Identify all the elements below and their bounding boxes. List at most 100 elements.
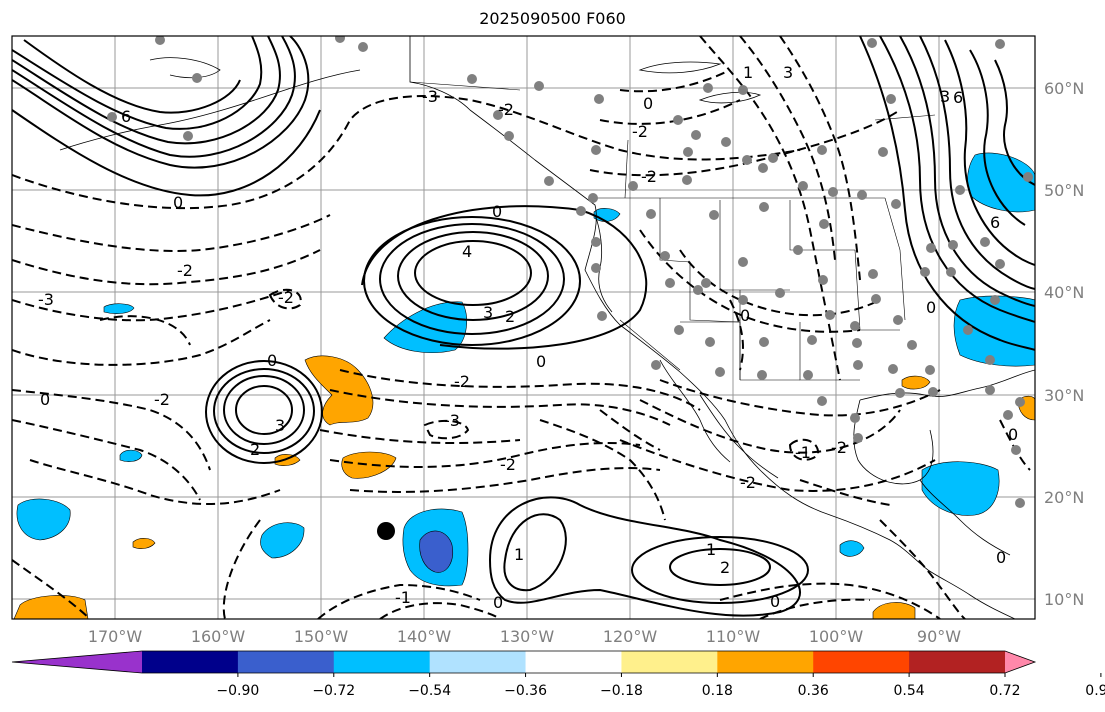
solid-contours bbox=[12, 36, 1035, 617]
negative-region bbox=[103, 303, 135, 314]
svg-text:1: 1 bbox=[743, 63, 753, 82]
svg-text:-2: -2 bbox=[454, 372, 470, 391]
colorbar-tick-label: −0.90 bbox=[216, 683, 259, 699]
negative-region bbox=[419, 530, 453, 573]
svg-text:0: 0 bbox=[996, 548, 1006, 567]
negative-region bbox=[839, 540, 865, 557]
colorbar-tick-label: 0.72 bbox=[989, 683, 1020, 699]
negative-region bbox=[16, 498, 71, 541]
svg-text:3: 3 bbox=[483, 303, 493, 322]
plot-frame bbox=[12, 36, 1035, 619]
svg-text:6: 6 bbox=[121, 107, 131, 126]
longitude-labels: 170°W 160°W 150°W 140°W 130°W 120°W 110°… bbox=[88, 627, 961, 646]
svg-text:-3: -3 bbox=[38, 290, 54, 309]
colorbar-tick-label: 0.18 bbox=[702, 683, 733, 699]
svg-text:-2: -2 bbox=[740, 473, 756, 492]
svg-text:6: 6 bbox=[953, 88, 963, 107]
colorbar-tick-label: 0.54 bbox=[894, 683, 925, 699]
negative-region bbox=[260, 522, 305, 559]
colorbar-tick-label: −0.18 bbox=[600, 683, 643, 699]
svg-text:150°W: 150°W bbox=[294, 627, 349, 646]
shaded-regions bbox=[13, 152, 1035, 619]
svg-text:-2: -2 bbox=[632, 122, 648, 141]
svg-text:0: 0 bbox=[536, 352, 546, 371]
svg-text:0: 0 bbox=[740, 306, 750, 325]
svg-text:-3: -3 bbox=[422, 87, 438, 106]
colorbar-tick-label: 0.90 bbox=[1085, 683, 1105, 699]
colorbar-tick-label: 0.36 bbox=[798, 683, 829, 699]
svg-text:-2: -2 bbox=[278, 288, 294, 307]
svg-text:-2: -2 bbox=[500, 455, 516, 474]
svg-text:3: 3 bbox=[275, 416, 285, 435]
colorbar-tick-label: −0.36 bbox=[504, 683, 547, 699]
colorbar-segment bbox=[525, 651, 622, 673]
contour-labels: 0 4 3 2 0 0 3 2 -2 -3 -2 -3 0 -2 6 0 2 1… bbox=[38, 63, 1018, 612]
svg-text:0: 0 bbox=[770, 592, 780, 611]
svg-text:-1: -1 bbox=[395, 588, 411, 607]
svg-text:90°W: 90°W bbox=[917, 627, 961, 646]
colorbar-tick-label: −0.72 bbox=[312, 683, 355, 699]
svg-text:3: 3 bbox=[940, 87, 950, 106]
svg-text:160°W: 160°W bbox=[191, 627, 246, 646]
svg-text:30°N: 30°N bbox=[1044, 386, 1084, 405]
svg-text:40°N: 40°N bbox=[1044, 283, 1084, 302]
svg-text:0: 0 bbox=[926, 298, 936, 317]
colorbar-segment bbox=[717, 651, 814, 673]
svg-text:0: 0 bbox=[493, 593, 503, 612]
plot-border bbox=[11, 35, 1036, 620]
station-markers bbox=[107, 36, 1033, 508]
svg-text:-1: -1 bbox=[795, 443, 811, 462]
colorbar-segment bbox=[333, 651, 431, 673]
colorbar-tick-label: −0.54 bbox=[408, 683, 451, 699]
svg-text:-2: -2 bbox=[154, 390, 170, 409]
positive-region bbox=[274, 454, 301, 466]
colorbar-segment bbox=[142, 651, 239, 673]
latitude-labels: 60°N 50°N 40°N 30°N 20°N 10°N bbox=[1044, 79, 1084, 609]
svg-text:4: 4 bbox=[462, 242, 472, 261]
svg-text:1: 1 bbox=[514, 545, 524, 564]
svg-text:170°W: 170°W bbox=[88, 627, 143, 646]
colorbar-extend-max bbox=[1005, 651, 1035, 673]
svg-text:140°W: 140°W bbox=[397, 627, 452, 646]
svg-text:0: 0 bbox=[492, 202, 502, 221]
positive-region bbox=[872, 602, 916, 619]
svg-text:0: 0 bbox=[40, 390, 50, 409]
colorbar-segment bbox=[621, 651, 718, 673]
svg-text:10°N: 10°N bbox=[1044, 590, 1084, 609]
svg-text:-2: -2 bbox=[641, 167, 657, 186]
negative-region bbox=[119, 449, 143, 462]
negative-region bbox=[921, 461, 1000, 516]
svg-text:110°W: 110°W bbox=[706, 627, 761, 646]
svg-text:0: 0 bbox=[267, 351, 277, 370]
positive-region bbox=[341, 451, 397, 479]
colorbar-segment bbox=[237, 651, 335, 673]
colorbar-segment bbox=[429, 651, 527, 673]
positive-region bbox=[132, 538, 156, 549]
svg-text:0: 0 bbox=[173, 193, 183, 212]
svg-text:-2: -2 bbox=[498, 100, 514, 119]
svg-text:6: 6 bbox=[990, 213, 1000, 232]
colorbar-extend-min bbox=[12, 651, 142, 673]
svg-text:-2: -2 bbox=[831, 438, 847, 457]
svg-text:2: 2 bbox=[250, 440, 260, 459]
colorbar: −0.90 −0.72 −0.54 −0.36 −0.18 0.18 0.36 0.54 0.7… bbox=[11, 650, 1105, 699]
svg-text:2: 2 bbox=[720, 558, 730, 577]
storm-center-marker bbox=[377, 522, 395, 540]
positive-region bbox=[901, 375, 931, 390]
svg-text:130°W: 130°W bbox=[500, 627, 555, 646]
colorbar-segment bbox=[909, 651, 1006, 673]
svg-text:20°N: 20°N bbox=[1044, 488, 1084, 507]
svg-text:50°N: 50°N bbox=[1044, 181, 1084, 200]
svg-text:120°W: 120°W bbox=[603, 627, 658, 646]
svg-text:1: 1 bbox=[706, 540, 716, 559]
svg-text:-3: -3 bbox=[444, 411, 460, 430]
colorbar-segment bbox=[813, 651, 910, 673]
svg-text:2: 2 bbox=[505, 307, 515, 326]
svg-text:3: 3 bbox=[783, 63, 793, 82]
svg-text:0: 0 bbox=[1008, 425, 1018, 444]
svg-text:60°N: 60°N bbox=[1044, 79, 1084, 98]
map-title: 2025090500 F060 bbox=[479, 9, 626, 28]
svg-text:-2: -2 bbox=[177, 261, 193, 280]
svg-text:0: 0 bbox=[643, 94, 653, 113]
